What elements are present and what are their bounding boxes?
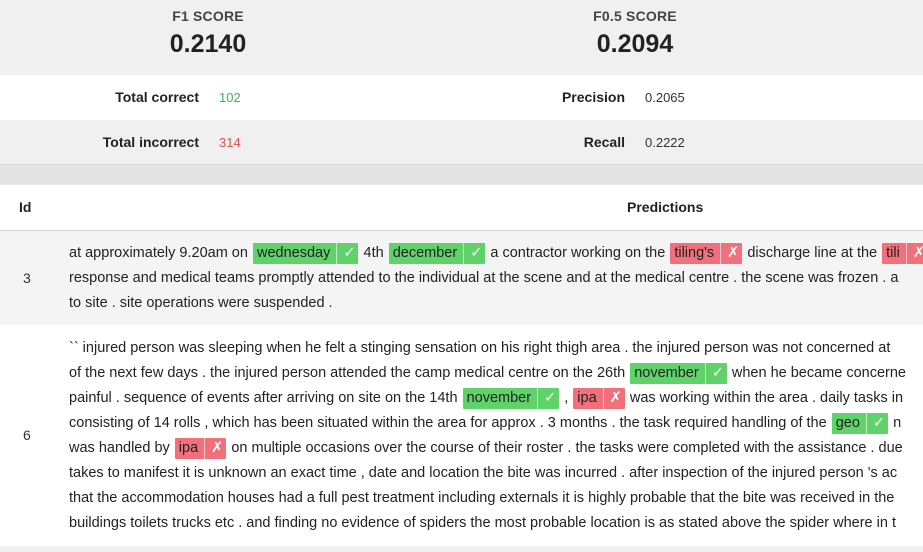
prediction-text-segment: consisting of 14 rolls , which has been … — [69, 415, 831, 431]
incorrect-entity-tag: ipa ✗ — [174, 438, 227, 459]
prediction-text-segment: on multiple occasions over the course of… — [227, 440, 903, 456]
score-summary: F1 SCORE 0.2140 F0.5 SCORE 0.2094 — [0, 0, 923, 75]
check-icon: ✓ — [704, 363, 724, 384]
entity-text: ipa — [577, 390, 597, 406]
recall-label: Recall — [583, 134, 625, 150]
total-incorrect-value: 314 — [219, 135, 241, 150]
total-correct-value: 102 — [219, 90, 241, 105]
prediction-text-segment: takes to manifest it is unknown an exact… — [69, 465, 898, 481]
incorrect-entity-tag: tiling's ✗ — [670, 243, 743, 264]
prediction-text-segment: painful . sequence of events after arriv… — [69, 390, 462, 406]
entity-text: december — [392, 245, 458, 261]
entity-text: wednesday — [256, 245, 331, 261]
prediction-text-segment: `` injured person was sleeping when he f… — [69, 340, 891, 356]
prediction-text-segment: was handled by — [69, 440, 174, 456]
incorrect-entity-tag: tili ✗ — [882, 243, 923, 264]
row-id: 3 — [23, 270, 31, 286]
entity-text: ipa — [178, 440, 199, 456]
check-icon: ✓ — [537, 388, 556, 409]
correct-entity-tag: december ✓ — [388, 243, 486, 264]
correct-entity-tag: geo ✓ — [831, 413, 889, 434]
prediction-text-segment: 4th — [359, 245, 388, 261]
prediction-line: to site . site operations were suspended… — [69, 291, 333, 316]
prediction-text-segment: of the next few days . the injured perso… — [69, 365, 630, 381]
check-icon: ✓ — [336, 243, 355, 264]
cross-icon: ✗ — [602, 388, 622, 409]
table-row: 3 at approximately 9.20am on wednesday ✓ … — [0, 231, 923, 325]
entity-text: tiling's — [674, 245, 715, 261]
prediction-line: buildings toilets trucks etc . and findi… — [69, 511, 896, 536]
check-icon: ✓ — [463, 243, 482, 264]
prediction-text-segment: that the accommodation houses had a full… — [69, 490, 895, 506]
prediction-line: `` injured person was sleeping when he f… — [69, 336, 890, 361]
f05-score-label: F0.5 SCORE — [593, 8, 677, 24]
row-id: 6 — [23, 427, 31, 443]
prediction-line: response and medical teams promptly atte… — [69, 266, 898, 291]
prediction-line: of the next few days . the injured perso… — [69, 361, 906, 386]
entity-text: geo — [835, 415, 860, 431]
precision-value: 0.2065 — [645, 90, 685, 105]
prediction-text-segment: to site . site operations were suspended… — [69, 295, 333, 311]
prediction-line: at approximately 9.20am on wednesday ✓ 4t… — [69, 241, 923, 266]
prediction-text-segment: buildings toilets trucks etc . and findi… — [69, 515, 896, 531]
check-icon: ✓ — [865, 413, 885, 434]
cross-icon: ✗ — [204, 438, 223, 459]
predictions-table-header: Id Predictions — [0, 185, 923, 231]
prediction-text-segment: a contractor working on the — [486, 245, 670, 261]
prediction-text-segment: at approximately 9.20am on — [69, 245, 252, 261]
f1-score-value: 0.2140 — [169, 30, 247, 58]
recall-value: 0.2222 — [645, 135, 685, 150]
prediction-text-segment: discharge line at the — [743, 245, 882, 261]
total-correct-label: Total correct — [115, 89, 199, 105]
precision-label: Precision — [561, 89, 625, 105]
id-column-header: Id — [19, 199, 32, 215]
prediction-text-segment: n — [889, 415, 902, 431]
entity-text: november — [634, 365, 699, 381]
prediction-line: that the accommodation houses had a full… — [69, 486, 894, 511]
table-row: 6 `` injured person was sleeping when he… — [0, 326, 923, 546]
prediction-line: takes to manifest it is unknown an exact… — [69, 461, 897, 486]
entity-text: november — [466, 390, 532, 406]
entity-text: tili — [886, 245, 900, 261]
correct-entity-tag: wednesday ✓ — [252, 243, 359, 264]
predictions-column-header: Predictions — [627, 199, 704, 215]
metrics-row-2: Total incorrect 314 Recall 0.2222 — [0, 120, 923, 165]
f05-score-value: 0.2094 — [596, 30, 674, 58]
prediction-line: was handled by ipa ✗ on multiple occasion… — [69, 436, 903, 461]
cross-icon: ✗ — [720, 243, 739, 264]
metrics-row-1: Total correct 102 Precision 0.2065 — [0, 75, 923, 120]
prediction-text-segment: was working within the area . daily task… — [625, 390, 904, 406]
incorrect-entity-tag: ipa ✗ — [573, 388, 625, 409]
section-divider — [0, 165, 923, 185]
cross-icon: ✗ — [905, 243, 923, 264]
prediction-text-segment: when he became concerne — [727, 365, 907, 381]
f1-score-label: F1 SCORE — [172, 8, 244, 24]
prediction-text-segment: response and medical teams promptly atte… — [69, 270, 899, 286]
prediction-line: painful . sequence of events after arriv… — [69, 386, 903, 411]
next-row-edge — [0, 546, 923, 552]
prediction-text-segment: , — [560, 390, 573, 406]
correct-entity-tag: november ✓ — [462, 388, 560, 409]
prediction-line: consisting of 14 rolls , which has been … — [69, 411, 901, 436]
total-incorrect-label: Total incorrect — [102, 134, 199, 150]
correct-entity-tag: november ✓ — [630, 363, 727, 384]
